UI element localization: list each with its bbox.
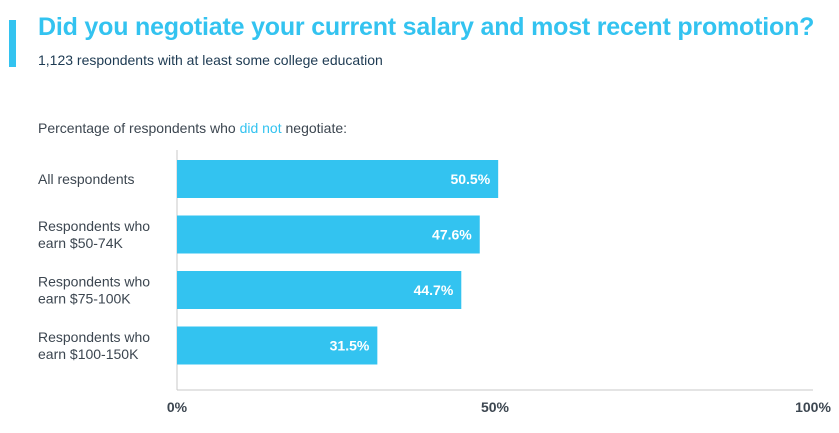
- category-label: All respondents: [38, 171, 135, 187]
- category-label: Respondents who: [38, 329, 150, 345]
- caption-highlight: did not: [239, 120, 282, 136]
- bar-value-label: 31.5%: [330, 338, 370, 354]
- bar-value-label: 50.5%: [450, 171, 490, 187]
- bar-value-label: 47.6%: [432, 227, 472, 243]
- bar: [177, 326, 378, 365]
- category-label: earn $100-150K: [38, 346, 139, 362]
- category-label: earn $50-74K: [38, 235, 124, 251]
- bar: [177, 271, 462, 309]
- chart-caption: Percentage of respondents who did not ne…: [38, 120, 347, 136]
- category-label: earn $75-100K: [38, 291, 131, 307]
- chart-title: Did you negotiate your current salary an…: [38, 13, 815, 41]
- accent-bar: [9, 20, 16, 67]
- caption-text-after: negotiate:: [281, 120, 348, 136]
- bar: [177, 160, 499, 198]
- caption-text-before: Percentage of respondents who: [38, 120, 240, 136]
- x-tick-label: 100%: [795, 399, 831, 415]
- category-label: Respondents who: [38, 274, 150, 290]
- chart-subtitle: 1,123 respondents with at least some col…: [38, 52, 383, 68]
- x-tick-label: 0%: [167, 399, 188, 415]
- category-label: Respondents who: [38, 218, 150, 234]
- bar: [177, 215, 480, 254]
- bar-value-label: 44.7%: [414, 282, 454, 298]
- x-tick-label: 50%: [481, 399, 510, 415]
